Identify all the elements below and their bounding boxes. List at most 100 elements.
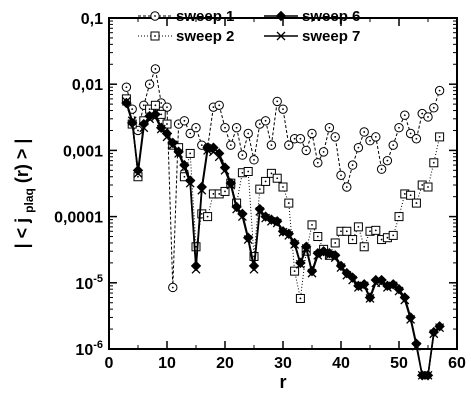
marker-dot — [160, 102, 163, 104]
data-point — [284, 198, 294, 208]
data-point — [214, 152, 224, 162]
marker-dot — [392, 234, 395, 237]
marker-dot — [183, 119, 186, 122]
data-point — [388, 140, 398, 150]
marker-dot — [328, 126, 331, 129]
data-point — [347, 272, 358, 283]
data-point — [179, 163, 189, 173]
data-point — [330, 132, 340, 142]
y-axis-label-suffix: (r) > | — [12, 139, 32, 184]
data-point — [411, 341, 421, 351]
data-point — [127, 116, 137, 126]
marker-x — [336, 263, 346, 273]
marker-x — [330, 253, 340, 263]
data-point — [249, 155, 259, 165]
marker-dot — [218, 104, 221, 107]
marker-x — [295, 259, 305, 269]
y-tick-label: 10-5 — [75, 273, 103, 293]
marker-dot — [154, 15, 156, 17]
marker-dot — [195, 126, 197, 129]
data-point — [260, 116, 271, 126]
data-point — [295, 259, 305, 269]
marker-x — [150, 112, 160, 122]
data-point — [237, 212, 247, 222]
data-point — [382, 283, 392, 292]
marker-dot — [345, 230, 348, 233]
marker-dot — [415, 137, 418, 140]
marker-x — [185, 178, 195, 188]
data-point — [359, 281, 369, 291]
data-point — [365, 294, 375, 303]
marker-x — [394, 286, 404, 296]
marker-dot — [241, 154, 244, 156]
marker-x — [145, 114, 155, 124]
marker-dot — [380, 168, 383, 171]
data-point — [232, 204, 242, 214]
marker-dot — [258, 188, 261, 191]
marker-dot — [166, 106, 168, 109]
marker-dot — [183, 175, 186, 178]
marker-dot — [224, 190, 226, 193]
y-tick-label: 0,1 — [81, 11, 103, 28]
y-axis-label-subscript: plaq — [22, 188, 36, 213]
data-point — [411, 198, 421, 208]
marker-x — [342, 270, 352, 280]
y-tick-label: 0,001 — [63, 143, 103, 160]
series-layer — [121, 64, 445, 381]
data-point — [290, 266, 300, 276]
marker-dot — [189, 152, 192, 155]
marker-x — [226, 180, 236, 190]
data-point — [144, 79, 155, 89]
marker-dot — [334, 135, 337, 138]
data-point — [214, 100, 224, 111]
marker-x — [174, 148, 184, 158]
marker-dot — [264, 119, 267, 122]
y-tick-label-base: 10 — [75, 276, 93, 293]
marker-x — [220, 165, 230, 175]
marker-x — [156, 124, 166, 134]
data-point — [295, 293, 305, 303]
legend-item-sweep-6: sweep 6 — [264, 8, 360, 25]
legend-label: sweep 2 — [176, 28, 234, 45]
data-point — [261, 213, 271, 223]
data-point — [313, 158, 323, 168]
marker-dot — [293, 137, 296, 140]
legend-marker — [150, 11, 160, 21]
marker-dot — [351, 238, 354, 241]
marker-dot — [270, 144, 273, 147]
data-point — [353, 283, 363, 292]
data-point — [348, 275, 358, 285]
marker-dot — [200, 144, 203, 147]
marker-dot — [166, 123, 168, 125]
data-point — [243, 128, 253, 139]
marker-dot — [299, 137, 302, 140]
data-point — [359, 242, 369, 252]
data-point — [330, 238, 340, 248]
legend-label: sweep 1 — [176, 8, 234, 25]
marker-x — [168, 140, 178, 150]
marker-x — [307, 268, 317, 278]
marker-x — [319, 248, 329, 258]
data-point — [203, 212, 213, 222]
data-point — [191, 242, 201, 252]
data-point — [336, 263, 346, 273]
data-point — [121, 96, 131, 106]
marker-dot — [374, 229, 377, 232]
data-point — [191, 123, 201, 133]
marker-dot — [438, 89, 441, 92]
marker-x — [365, 294, 375, 303]
y-tick-label-exponent: -5 — [93, 273, 103, 285]
marker-x — [127, 116, 137, 126]
data-point — [150, 100, 160, 110]
marker-dot — [229, 144, 232, 147]
marker-dot — [398, 126, 400, 129]
marker-x — [313, 250, 323, 260]
marker-dot — [171, 286, 174, 289]
data-point — [359, 127, 369, 137]
data-point — [376, 164, 387, 174]
marker-dot — [282, 108, 284, 111]
legend-marker — [276, 31, 286, 41]
marker-dot — [235, 126, 238, 129]
marker-dot — [334, 242, 337, 244]
